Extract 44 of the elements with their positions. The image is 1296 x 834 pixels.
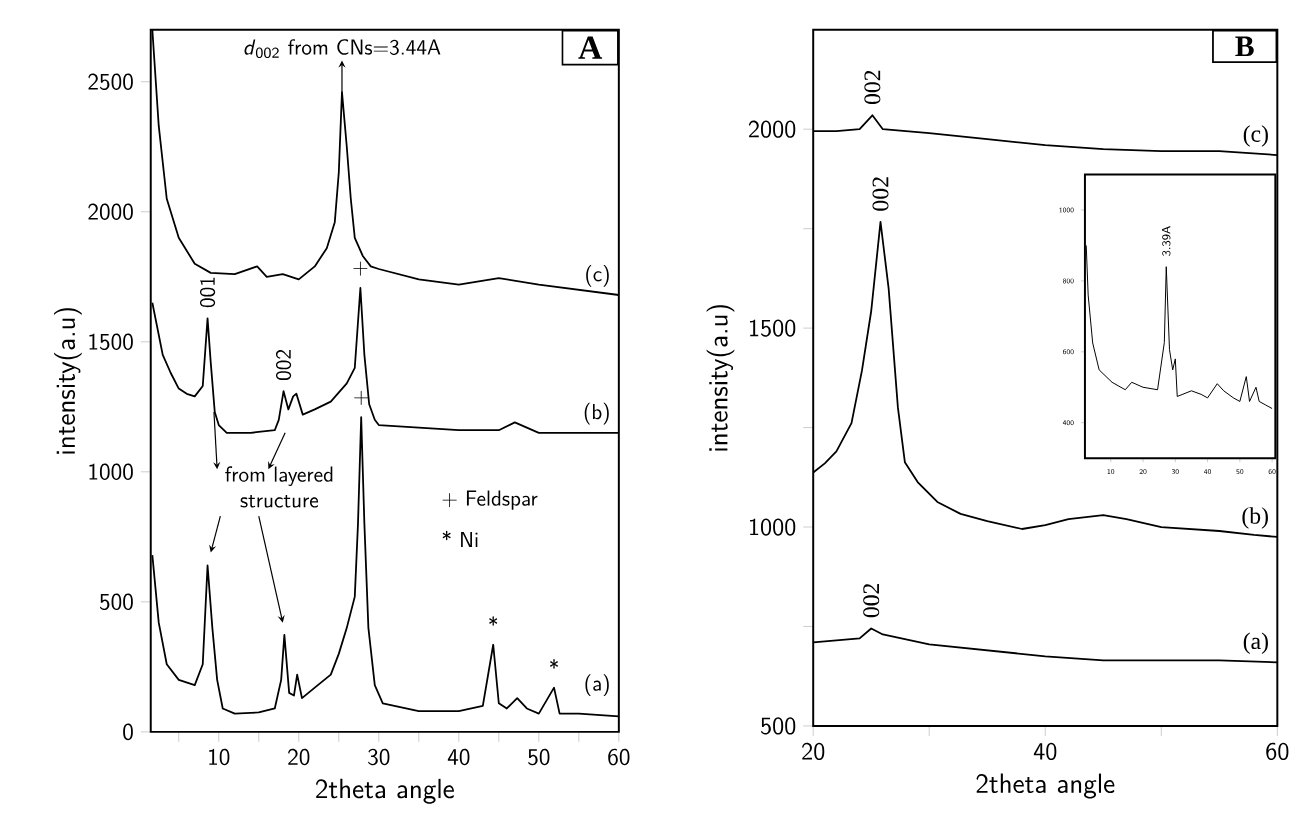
annotation: 002 — [863, 584, 880, 618]
annotation: * Ni — [442, 531, 478, 548]
annotation: d$_{002}$ from CNs=3.44A — [244, 39, 441, 59]
x-tick-label: 60 — [608, 749, 630, 766]
y-tick-label: 0 — [123, 724, 133, 741]
x-tick-label: 40 — [447, 749, 470, 766]
y-tick-label: 2000 — [748, 121, 796, 139]
y-tick-label: 2500 — [88, 73, 133, 91]
y-tick-label: 1000 — [89, 464, 133, 481]
y-tick-label: 500 — [760, 717, 796, 736]
annotation: 002 — [864, 71, 881, 105]
chart-title: B — [1235, 37, 1254, 57]
x-tick-label: 20 — [288, 749, 310, 766]
y-tick-label: 1500 — [89, 334, 133, 351]
x-axis-title: 2theta angle — [976, 774, 1115, 799]
series-label: (b) — [584, 403, 609, 425]
annotation: * — [489, 616, 498, 627]
y-tick-label: 2000 — [88, 203, 133, 221]
annotation: + — [354, 391, 369, 406]
x-tick-label: 40 — [1033, 743, 1057, 761]
x-tick-label: 30 — [368, 749, 390, 766]
annotation: from layered structure — [225, 466, 333, 508]
series-label: (a) — [585, 674, 609, 697]
series-label: (c) — [586, 265, 609, 288]
series-label: (b) — [1242, 507, 1268, 530]
y-tick-label: 500 — [99, 594, 133, 611]
annotation: 002 — [872, 177, 889, 212]
annotation: + Feldspar — [442, 491, 538, 511]
y-axis-title: intensity(a.u) — [54, 308, 82, 455]
x-tick-label: 60 — [1266, 743, 1289, 761]
chart-title: A — [578, 37, 603, 60]
x-tick-label: 50 — [528, 749, 550, 766]
annotation: * — [550, 659, 558, 670]
series-label: (a) — [1243, 632, 1268, 655]
y-axis-title: intensity(a.u) — [706, 305, 735, 452]
x-tick-label: 20 — [802, 743, 825, 761]
y-tick-label: 1500 — [750, 319, 796, 338]
annotation: 001 — [199, 278, 216, 308]
annotation: + — [353, 261, 368, 277]
x-tick-label: 10 — [209, 749, 230, 766]
series-label: (c) — [1243, 125, 1268, 148]
annotation: 002 — [276, 350, 292, 381]
x-axis-title: 2theta angle — [316, 779, 454, 805]
y-tick-label: 1000 — [750, 518, 796, 537]
